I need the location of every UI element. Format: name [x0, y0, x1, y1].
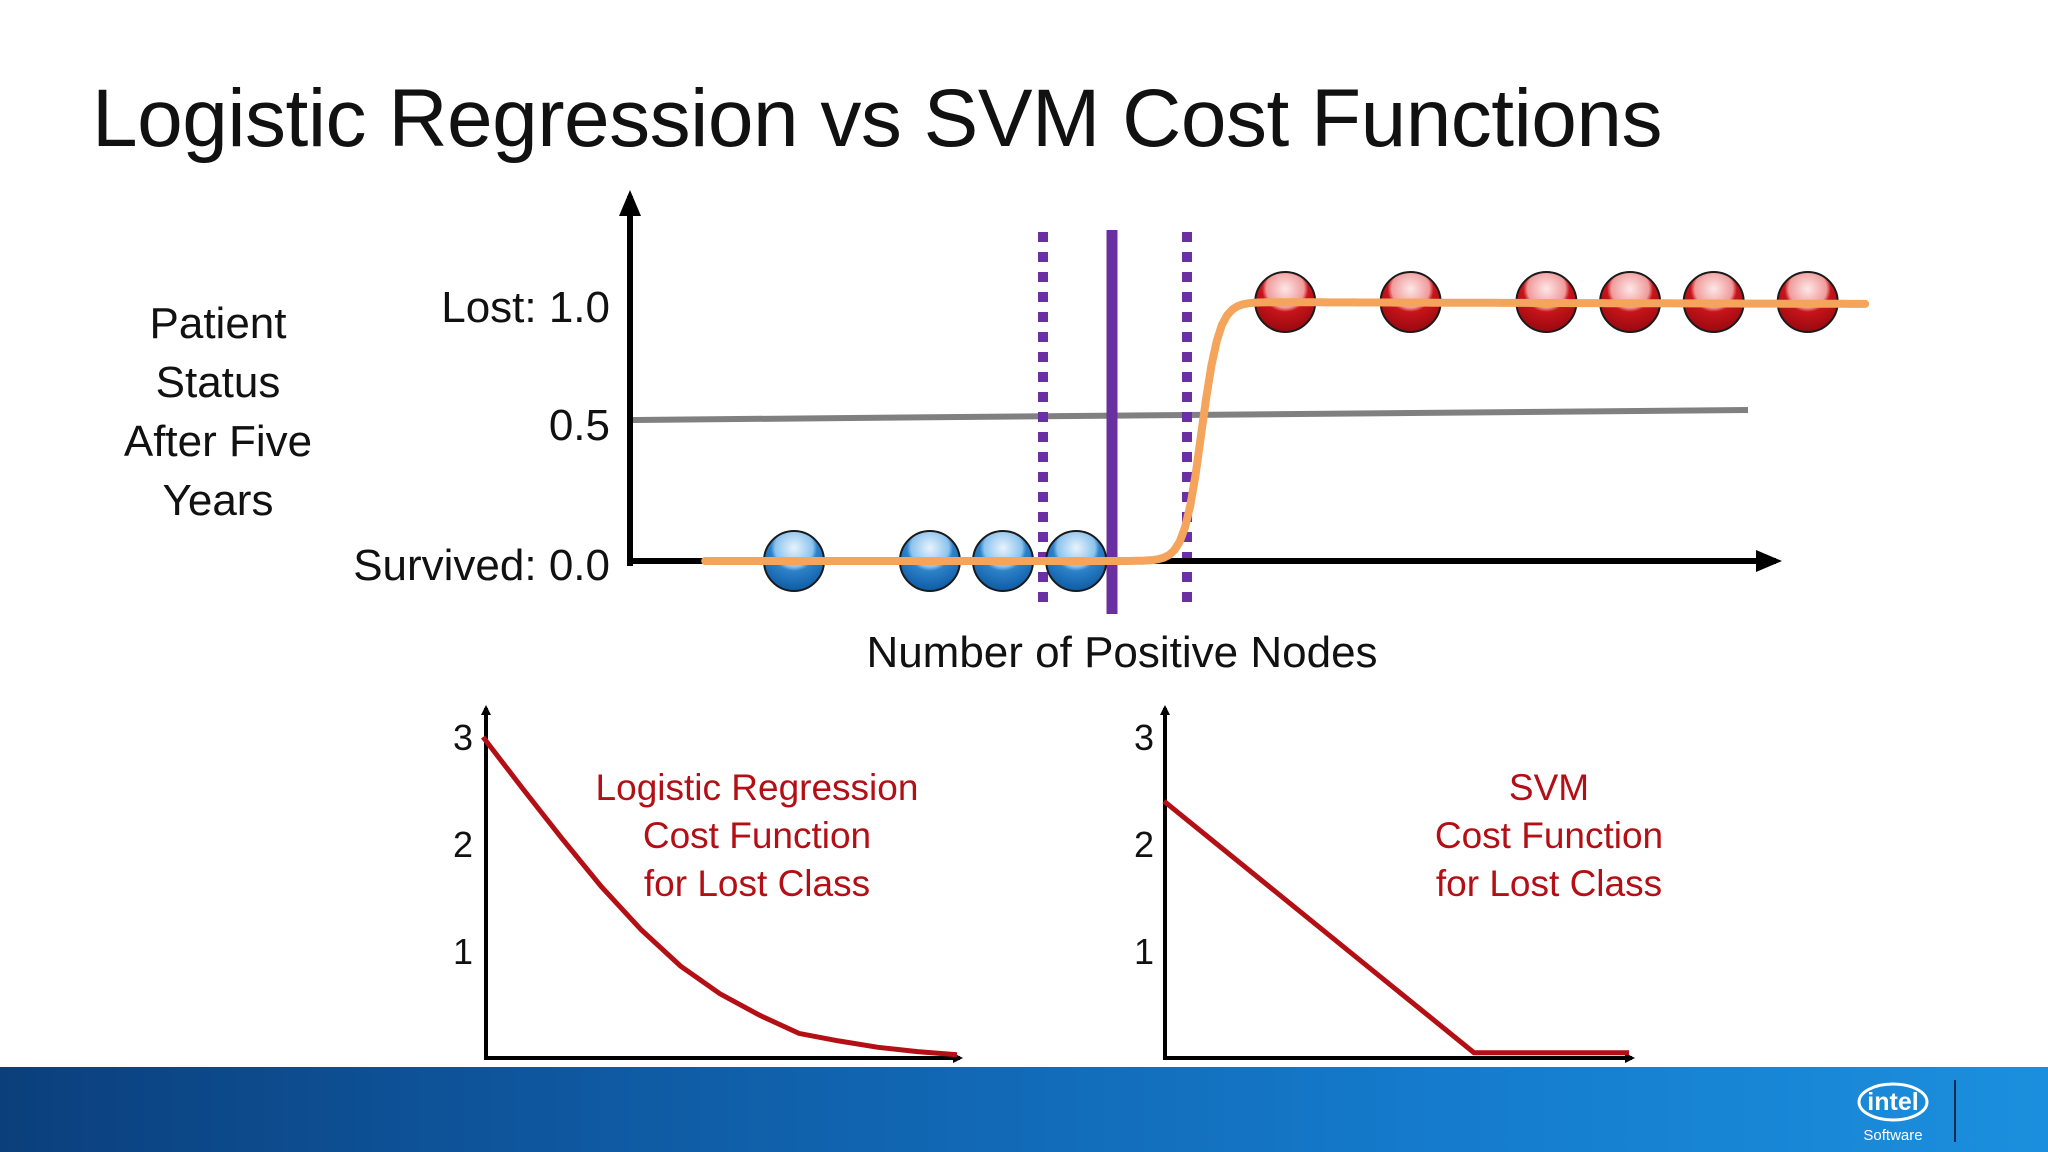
- x-axis-title: Number of Positive Nodes: [866, 628, 1377, 677]
- y-axis-title: Patient Status After Five Years: [124, 299, 312, 525]
- y-axis-title-line: Status: [156, 358, 281, 407]
- y-tick-label: 2: [1134, 824, 1154, 865]
- cost-y-ticks: 1 2 3: [1134, 717, 1154, 972]
- intel-logo-text: intel: [1867, 1088, 1918, 1116]
- y-tick-label: 3: [1134, 717, 1154, 758]
- y-tick-label: 2: [453, 824, 473, 865]
- footer-band: [0, 1067, 2048, 1152]
- logistic-chart: Patient Status After Five Years Lost: 1.…: [124, 190, 1870, 677]
- cost-chart-title-line: Logistic Regression: [596, 767, 919, 808]
- cost-chart-title-line: for Lost Class: [644, 863, 870, 904]
- cost-chart-title-line: Cost Function: [1435, 815, 1663, 856]
- logo-divider: [1954, 1080, 1956, 1142]
- y-tick-label: 3: [453, 717, 473, 758]
- y-tick-label: 1: [453, 931, 473, 972]
- y-axis-title-line: Years: [163, 476, 274, 525]
- logistic-cost-chart: 123 -3-2-10123 Logistic Regression Cost …: [453, 705, 968, 1114]
- svm-cost-chart: 123 -3-2-10123 SVM Cost Function for Los…: [1134, 705, 1663, 1114]
- intel-logo-sublabel: Software: [1863, 1127, 1922, 1144]
- y-axis-title-line: After Five: [124, 417, 312, 466]
- y-axis-title-line: Patient: [150, 299, 287, 348]
- intel-logo: intel Software: [1857, 1082, 1929, 1144]
- y-tick-label: 0.5: [549, 401, 610, 450]
- cost-chart-title-line: SVM: [1509, 767, 1589, 808]
- svm-cost-curve: [1162, 799, 1629, 1056]
- logistic-cost-curve: [481, 735, 958, 1058]
- sigmoid-curve: [701, 298, 1870, 565]
- y-tick-label: 1: [1134, 931, 1154, 972]
- y-tick-label: Lost: 1.0: [441, 283, 610, 332]
- y-tick-label: Survived: 0.0: [353, 541, 610, 590]
- slide-title: Logistic Regression vs SVM Cost Function…: [92, 73, 1663, 164]
- cost-chart-title-line: for Lost Class: [1436, 863, 1662, 904]
- cost-chart-title-line: Cost Function: [643, 815, 871, 856]
- cost-y-ticks: 1 2 3: [453, 717, 473, 972]
